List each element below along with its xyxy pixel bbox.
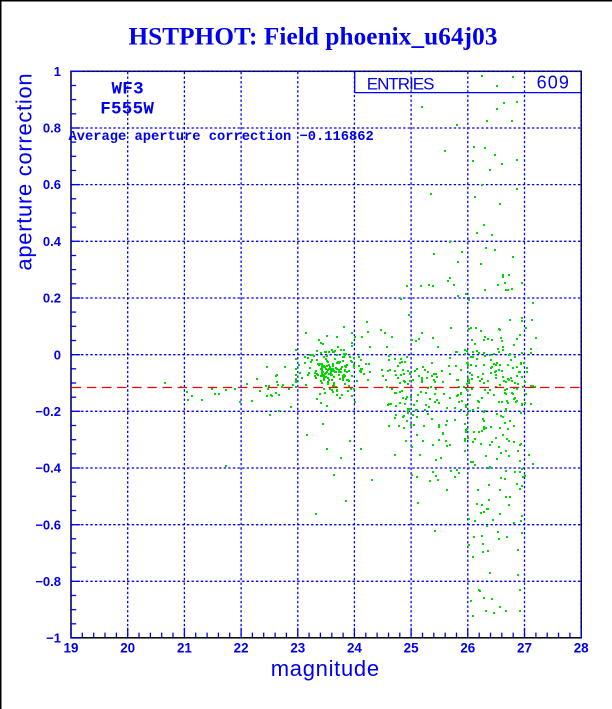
svg-text:25: 25 [404,640,419,655]
svg-text:22: 22 [234,640,249,655]
svg-text:21: 21 [177,640,192,655]
svg-text:Average aperture correction −0: Average aperture correction −0.116862 [69,129,374,145]
svg-text:0.8: 0.8 [43,121,61,136]
svg-text:F555W: F555W [100,100,154,120]
svg-text:1: 1 [54,64,61,79]
svg-text:−1: −1 [46,631,61,646]
svg-text:−0.4: −0.4 [35,461,61,476]
svg-text:0.2: 0.2 [43,291,61,306]
svg-text:24: 24 [347,640,362,655]
svg-text:28: 28 [574,640,589,655]
svg-text:26: 26 [460,640,475,655]
svg-text:−0.2: −0.2 [35,404,61,419]
svg-text:HSTPHOT: Field phoenix_u64j03: HSTPHOT: Field phoenix_u64j03 [128,24,497,51]
svg-text:WF3: WF3 [111,80,143,100]
svg-text:23: 23 [290,640,305,655]
svg-text:609: 609 [537,72,570,92]
svg-text:magnitude: magnitude [271,656,380,681]
svg-text:27: 27 [517,640,532,655]
svg-text:0: 0 [54,347,61,362]
svg-text:aperture correction: aperture correction [12,73,37,271]
svg-text:19: 19 [64,640,79,655]
svg-text:−0.8: −0.8 [35,574,61,589]
svg-text:0.4: 0.4 [43,234,62,249]
svg-text:−0.6: −0.6 [35,517,61,532]
svg-text:ENTRIES: ENTRIES [367,74,434,93]
svg-text:0.6: 0.6 [43,177,61,192]
svg-text:20: 20 [120,640,135,655]
